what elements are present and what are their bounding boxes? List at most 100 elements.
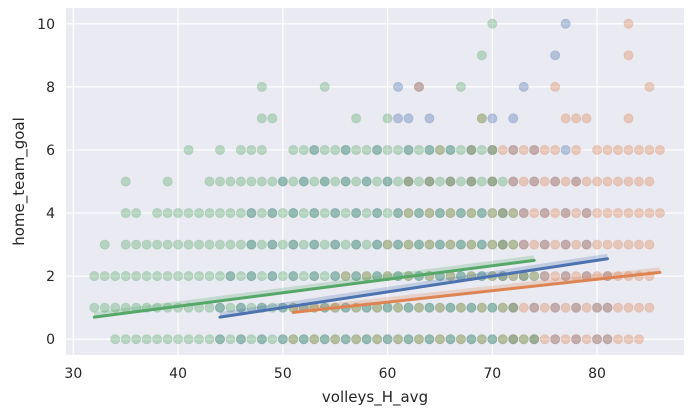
data-point [382,302,393,313]
data-point [560,144,571,155]
data-point [445,334,456,345]
data-point [330,334,341,345]
data-point [571,176,582,187]
data-point [340,334,351,345]
data-point [445,176,456,187]
data-point [445,176,456,187]
data-point [204,334,215,345]
data-point [550,239,561,250]
data-point [455,334,466,345]
data-point [487,176,498,187]
data-point [351,239,362,250]
data-point [89,271,100,282]
data-point [497,144,508,155]
data-point [550,302,561,313]
data-point [131,208,142,219]
data-point [518,81,529,92]
data-point [403,113,414,124]
data-point [623,113,634,124]
data-point [110,334,121,345]
data-point [466,144,477,155]
data-point [424,176,435,187]
data-point [162,271,173,282]
data-point [508,334,519,345]
data-point [340,208,351,219]
data-point [403,239,414,250]
data-point [361,144,372,155]
data-point [560,208,571,219]
data-point [550,50,561,61]
data-point [298,334,309,345]
data-point [382,113,393,124]
data-point [571,113,582,124]
data-point [508,176,519,187]
data-point [298,334,309,345]
data-point [518,208,529,219]
data-point [445,208,456,219]
data-point [340,239,351,250]
data-point [288,208,299,219]
data-point [550,81,561,92]
data-point [403,176,414,187]
data-point [277,334,288,345]
data-point [518,302,529,313]
data-point [319,334,330,345]
data-point [602,208,613,219]
data-point [330,208,341,219]
data-point [476,208,487,219]
data-point [592,334,603,345]
data-point [393,176,404,187]
data-point [110,302,121,313]
data-point [455,81,466,92]
data-point [330,239,341,250]
data-point [351,208,362,219]
data-point [372,176,383,187]
data-point [110,271,121,282]
data-point [539,239,550,250]
data-point [434,144,445,155]
data-point [309,271,320,282]
data-point [351,334,362,345]
data-point [225,176,236,187]
data-point [131,334,142,345]
data-point [351,144,362,155]
data-point [529,302,540,313]
data-point [539,208,550,219]
data-point [382,334,393,345]
data-point [434,334,445,345]
data-point [529,144,540,155]
data-point [131,271,142,282]
data-point [382,176,393,187]
data-point [152,239,163,250]
data-point [99,271,110,282]
data-point [152,271,163,282]
data-point [162,208,173,219]
data-point [235,334,246,345]
data-point [592,302,603,313]
data-point [623,144,634,155]
data-point [581,208,592,219]
data-point [288,334,299,345]
data-point [194,271,205,282]
data-point [393,239,404,250]
regression-line [92,258,536,319]
data-point [434,302,445,313]
data-point [246,271,257,282]
data-point [361,239,372,250]
data-point [277,208,288,219]
data-point [246,271,257,282]
data-point [455,239,466,250]
data-point [539,144,550,155]
data-point [120,271,131,282]
data-point [571,334,582,345]
x-tick-label: 70 [483,366,501,382]
data-point [330,208,341,219]
data-point [351,271,362,282]
data-point [497,176,508,187]
data-point [309,239,320,250]
data-point [424,144,435,155]
data-point [518,239,529,250]
data-point [162,239,173,250]
data-point [518,144,529,155]
data-point [539,176,550,187]
